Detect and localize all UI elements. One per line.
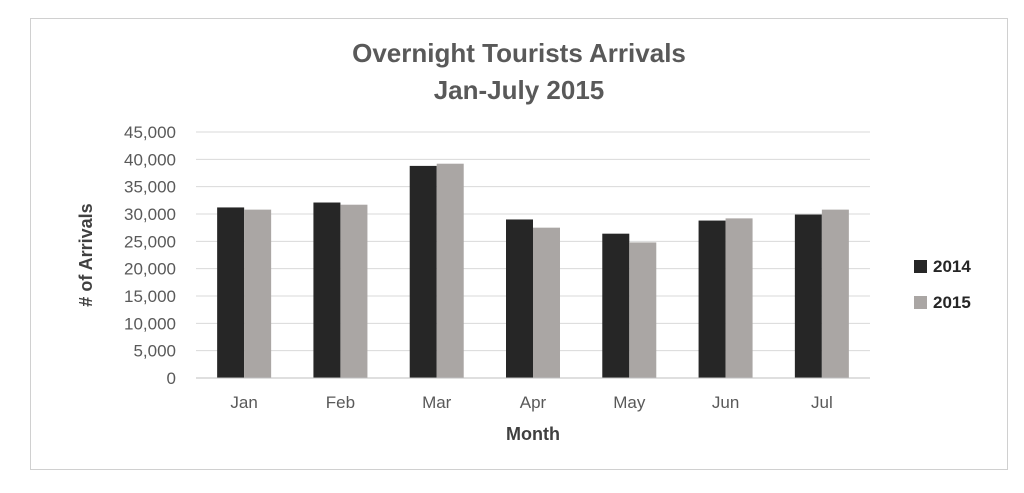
bars — [217, 163, 849, 378]
legend-label-2014: 2014 — [933, 257, 971, 276]
bar-2015-jul — [821, 209, 849, 378]
legend-swatch-2015 — [914, 296, 927, 309]
bar-2015-jan — [244, 209, 272, 378]
legend-label-2015: 2015 — [933, 293, 971, 312]
x-tick-label: Apr — [520, 393, 547, 412]
bar-2014-jun — [698, 220, 726, 378]
bar-2014-feb — [313, 202, 341, 378]
bar-2014-apr — [506, 219, 533, 378]
bar-2015-feb — [340, 204, 368, 378]
x-tick-label: Jul — [811, 393, 833, 412]
x-tick-label: May — [613, 393, 646, 412]
chart-title-line-1: Overnight Tourists Arrivals — [352, 38, 686, 68]
y-tick-label: 30,000 — [124, 205, 176, 224]
x-axis-title: Month — [506, 424, 560, 444]
gridlines — [196, 131, 870, 352]
y-tick-label: 15,000 — [124, 287, 176, 306]
y-tick-label: 20,000 — [124, 260, 176, 279]
bar-2015-may — [629, 242, 657, 378]
y-tick-label: 45,000 — [124, 123, 176, 142]
bar-2015-apr — [533, 227, 560, 378]
x-tick-label: Jan — [230, 393, 257, 412]
bar-2015-jun — [725, 218, 753, 378]
y-tick-label: 25,000 — [124, 232, 176, 251]
x-tick-label: Mar — [422, 393, 452, 412]
x-axis-ticks: Jan Feb Mar Apr May Jun Jul — [230, 393, 832, 412]
y-tick-label: 35,000 — [124, 178, 176, 197]
y-tick-label: 40,000 — [124, 150, 176, 169]
bar-2014-jul — [794, 214, 822, 378]
legend-swatch-2014 — [914, 260, 927, 273]
y-tick-label: 0 — [167, 369, 176, 388]
y-axis-ticks: 0 5,000 10,000 15,000 20,000 25,000 30,000 35,0… — [124, 123, 176, 388]
x-tick-label: Jun — [712, 393, 739, 412]
chart-title-line-2: Jan-July 2015 — [434, 75, 605, 105]
bar-2014-mar — [409, 165, 437, 378]
bar-2014-may — [602, 233, 630, 378]
y-tick-label: 10,000 — [124, 314, 176, 333]
x-tick-label: Feb — [326, 393, 355, 412]
legend: 2014 2015 — [914, 257, 971, 312]
y-axis-title: # of Arrivals — [76, 203, 96, 306]
y-tick-label: 5,000 — [133, 342, 176, 361]
bar-2015-mar — [436, 163, 464, 378]
bar-2014-jan — [217, 207, 245, 378]
